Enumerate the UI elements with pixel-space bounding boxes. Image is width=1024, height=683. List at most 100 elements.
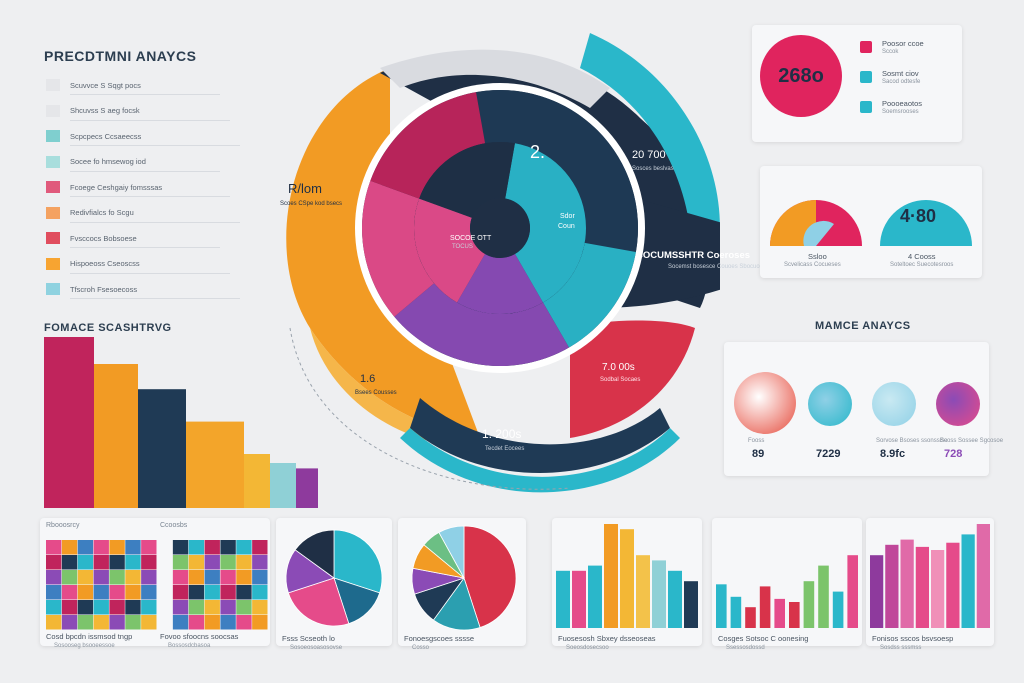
legend-label: Shcuvss S aeg focsk: [70, 106, 140, 115]
heatmap-cell: [141, 585, 157, 600]
heatmap-cell: [172, 585, 189, 600]
legend-divider: [70, 247, 220, 248]
heatmap-cell: [204, 600, 220, 615]
heatmap-cell: [77, 600, 94, 615]
legend-divider: [70, 221, 240, 223]
pie-slice: [333, 529, 383, 594]
kpi-item-label: Poooeaotos: [882, 99, 923, 108]
heatmap-label-a: Rbooosrcy: [46, 522, 80, 529]
bar-chart-c: [870, 524, 990, 628]
bar-chart-a: [556, 524, 698, 628]
heatmap-cell: [188, 555, 205, 570]
bar: [668, 570, 682, 628]
pie-chart-a: [285, 529, 383, 627]
legend-label: Hispoeoss Cseoscss: [70, 259, 140, 268]
bar: [900, 539, 914, 628]
bar: [803, 581, 815, 628]
bottom-caption-sub: Sosoeosoasosovse: [290, 645, 343, 651]
bar: [847, 555, 858, 628]
heatmap-cell: [77, 555, 94, 570]
bar: [588, 565, 602, 628]
donut-label-bottom-left-sub: Bsees Cousses: [355, 390, 397, 396]
heatmap-cell: [141, 615, 157, 630]
kpi-item-label: Sosmt ciov: [882, 69, 919, 78]
heatmap-cell: [220, 600, 236, 615]
pie-slice: [432, 577, 481, 631]
heatmap-cell: [61, 600, 78, 615]
donut-segment: [362, 180, 435, 317]
heatmap-cell: [141, 555, 157, 570]
heatmap-cell: [204, 585, 220, 600]
half-card-right-sub: Soteltoec Suecotesroos: [890, 262, 954, 268]
ribbon-teal: [580, 33, 720, 228]
pie-slice: [287, 577, 350, 627]
heatmap-cell: [236, 570, 252, 585]
heatmap-cell: [61, 585, 78, 600]
legend-item: Fvsccocs Bobsoese: [46, 231, 137, 245]
bottom-caption-sub: Cosso: [412, 645, 430, 651]
heatmap-cell: [93, 615, 109, 630]
donut-label-right-lower-sub: Sodbal Socaes: [600, 377, 640, 383]
bar: [832, 591, 844, 628]
half-circle-card: 4·80 Ssloo Scvelicass Cocueses 4 Cooss S…: [760, 166, 982, 278]
bubble-card: 89 Fooss 7229 8.9fc Sorvose Bsoses ssonssise…: [724, 342, 1003, 476]
half-card-left-label: Ssloo: [808, 252, 827, 261]
heatmap-cell: [61, 615, 78, 630]
heatmap-cell: [93, 600, 109, 615]
bottom-caption-title: Fonisos sscos bsvsoesp: [872, 634, 954, 643]
kpi-item-sub: Sccok: [882, 49, 899, 55]
heatmap-cell: [46, 555, 62, 570]
heatmap-cell: [220, 570, 236, 585]
half-card-value: 4·80: [900, 206, 937, 226]
legend-item: Redivfialcs fo Scgu: [46, 206, 134, 220]
heatmap-cell: [172, 570, 189, 585]
bar: [186, 421, 244, 508]
donut-segment: [370, 92, 486, 199]
donut-label-bottom: 1. 200s: [482, 427, 521, 441]
legend-swatch: [46, 257, 60, 270]
heatmap-cell: [172, 555, 189, 570]
heatmap-cell: [77, 540, 94, 555]
donut-segment: [419, 142, 515, 218]
bottom-caption-sub: Soeosdosecsoo: [566, 645, 609, 651]
heatmap-label-b: Ccoosbs: [160, 522, 188, 529]
legend-label: Fvsccocs Bobsoese: [70, 233, 137, 243]
heatmap-cell: [252, 615, 268, 630]
heatmap-cell: [77, 570, 94, 585]
donut-segment: [394, 283, 569, 367]
bottom-caption-title: Cosd bpcdn issmsod tngp: [46, 632, 133, 641]
donut-segment: [414, 198, 485, 303]
bubble-icon: [936, 382, 980, 426]
ribbon-teal-bottom: [400, 428, 680, 493]
legend-item: Hispoeoss Cseoscss: [46, 257, 140, 271]
legend-divider: [70, 196, 230, 197]
donut-segment: [505, 143, 586, 303]
heatmap-cell: [220, 585, 236, 600]
donut-center-line2: TOCUS: [452, 244, 473, 250]
heatmap-cell: [46, 540, 62, 555]
half-circle-graphics: [770, 200, 972, 246]
heatmap-cell: [125, 570, 141, 585]
kpi-value: 268o: [778, 64, 824, 87]
heatmap-cell: [220, 540, 236, 555]
bubble-value: 8.9fc: [880, 448, 906, 460]
kpi-item-sub: Sacod odtesfe: [882, 79, 921, 85]
heatmap-cell: [125, 540, 141, 555]
kpi-item-icon: [860, 41, 872, 53]
donut-small-b: Coun: [558, 223, 575, 230]
heatmap-cell: [141, 540, 157, 555]
donut-center-line1: SOCOE OTT: [450, 235, 492, 242]
heatmap-cell: [220, 615, 236, 630]
legend-divider: [70, 145, 240, 146]
donut-small-a: Sdor: [560, 213, 575, 220]
bar: [620, 529, 634, 628]
legend-divider: [70, 94, 220, 95]
donut-segment: [543, 242, 636, 348]
bar: [915, 546, 929, 628]
legend-item: Socee fo hmsewog iod: [46, 155, 146, 169]
legend-divider: [70, 170, 220, 172]
legend-item: Scuvvce S Sqgt pocs: [46, 78, 141, 92]
bubble-caption: Sorvose Bsoses ssonssise: [876, 438, 948, 444]
heatmap-cell: [252, 540, 268, 555]
heatmap-cell: [236, 615, 252, 630]
